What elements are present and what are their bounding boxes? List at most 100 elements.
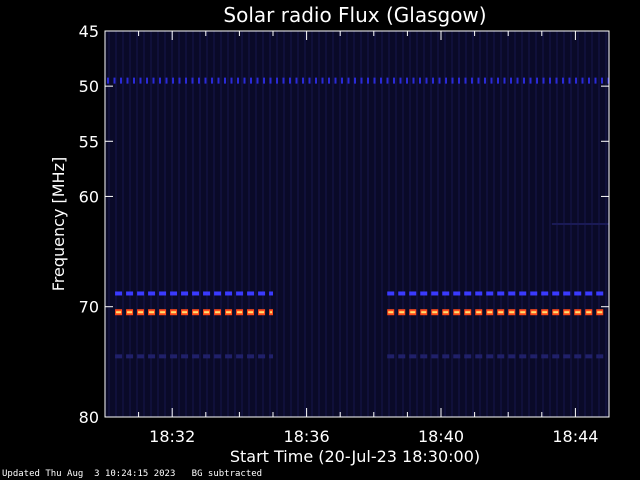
signal-core <box>597 311 603 314</box>
signal-mark <box>152 77 155 84</box>
signal-mark <box>225 291 233 296</box>
signal-core <box>520 311 526 314</box>
signal-mark <box>191 77 194 84</box>
noise-stripe <box>143 31 145 417</box>
noise-stripe <box>416 31 418 417</box>
signal-mark <box>529 77 532 84</box>
signal-mark <box>137 354 145 359</box>
signal-mark <box>516 77 519 84</box>
signal-mark <box>258 354 266 359</box>
noise-stripe <box>535 31 537 417</box>
signal-mark <box>302 77 304 84</box>
signal-mark <box>258 291 266 296</box>
signal-mark <box>256 77 259 84</box>
noise-stripe <box>367 31 369 417</box>
signal-mark <box>181 291 189 296</box>
signal-core <box>149 311 155 314</box>
signal-mark <box>237 77 239 84</box>
signal-mark <box>170 354 178 359</box>
signal-mark <box>159 77 161 84</box>
signal-mark <box>269 77 272 84</box>
signal-core <box>509 311 515 314</box>
signal-core <box>226 311 232 314</box>
noise-stripe <box>213 31 215 417</box>
noise-stripe <box>458 31 460 417</box>
noise-stripe <box>276 31 278 417</box>
signal-bands <box>107 77 610 359</box>
signal-mark <box>139 77 142 84</box>
signal-mark <box>387 354 395 359</box>
signal-mark <box>399 77 402 84</box>
signal-mark <box>490 77 493 84</box>
chart-title: Solar radio Flux (Glasgow) <box>223 3 486 27</box>
noise-stripe <box>255 31 257 417</box>
signal-mark <box>214 291 222 296</box>
signal-mark <box>442 354 450 359</box>
signal-mark <box>442 291 450 296</box>
signal-mark <box>263 77 265 84</box>
signal-mark <box>204 77 207 84</box>
signal-core <box>531 311 537 314</box>
signal-mark <box>530 354 538 359</box>
signal-mark <box>552 291 560 296</box>
signal-mark <box>497 354 505 359</box>
signal-mark <box>393 77 395 84</box>
signal-mark <box>510 77 512 84</box>
signal-mark <box>486 354 494 359</box>
y-tick-label: 50 <box>79 77 99 96</box>
y-tick-label: 80 <box>79 408 99 427</box>
signal-mark <box>269 354 273 359</box>
signal-mark <box>503 77 506 84</box>
noise-stripe <box>444 31 446 417</box>
signal-mark <box>563 354 571 359</box>
signal-mark <box>295 77 298 84</box>
x-tick-label: 18:40 <box>418 427 464 446</box>
signal-mark <box>541 291 549 296</box>
signal-mark <box>247 354 255 359</box>
signal-mark <box>380 77 382 84</box>
y-tick-label: 45 <box>79 22 99 41</box>
noise-stripe <box>332 31 334 417</box>
signal-mark <box>115 354 123 359</box>
noise-stripe <box>171 31 173 417</box>
signal-mark <box>148 354 156 359</box>
signal-mark <box>120 77 122 84</box>
noise-stripe <box>549 31 551 417</box>
x-axis: 18:32 18:36 18:40 18:44 <box>138 31 598 446</box>
signal-mark <box>562 77 564 84</box>
signal-mark <box>148 291 156 296</box>
signal-mark <box>523 77 525 84</box>
signal-mark <box>146 77 148 84</box>
noise-stripe <box>388 31 390 417</box>
signal-core <box>237 311 243 314</box>
signal-mark <box>409 291 417 296</box>
signal-mark <box>438 77 441 84</box>
signal-mark <box>386 77 389 84</box>
noise-stripe <box>283 31 285 417</box>
plot-background <box>105 31 609 417</box>
signal-mark <box>596 354 604 359</box>
y-tick-label: 60 <box>79 187 99 206</box>
signal-core <box>171 311 177 314</box>
signal-mark <box>530 291 538 296</box>
signal-mark <box>203 291 211 296</box>
signal-core <box>564 311 570 314</box>
signal-core <box>399 311 405 314</box>
signal-core <box>487 311 493 314</box>
signal-mark <box>387 291 395 296</box>
signal-mark <box>308 77 311 84</box>
signal-mark <box>585 291 593 296</box>
signal-mark <box>412 77 415 84</box>
noise-stripe <box>241 31 243 417</box>
noise-stripe <box>248 31 250 417</box>
noise-stripe <box>486 31 488 417</box>
signal-mark <box>420 291 428 296</box>
signal-core <box>127 311 133 314</box>
signal-mark <box>541 354 549 359</box>
signal-core <box>465 311 471 314</box>
signal-mark <box>453 354 461 359</box>
signal-mark <box>409 354 417 359</box>
signal-mark <box>451 77 454 84</box>
noise-stripe <box>185 31 187 417</box>
